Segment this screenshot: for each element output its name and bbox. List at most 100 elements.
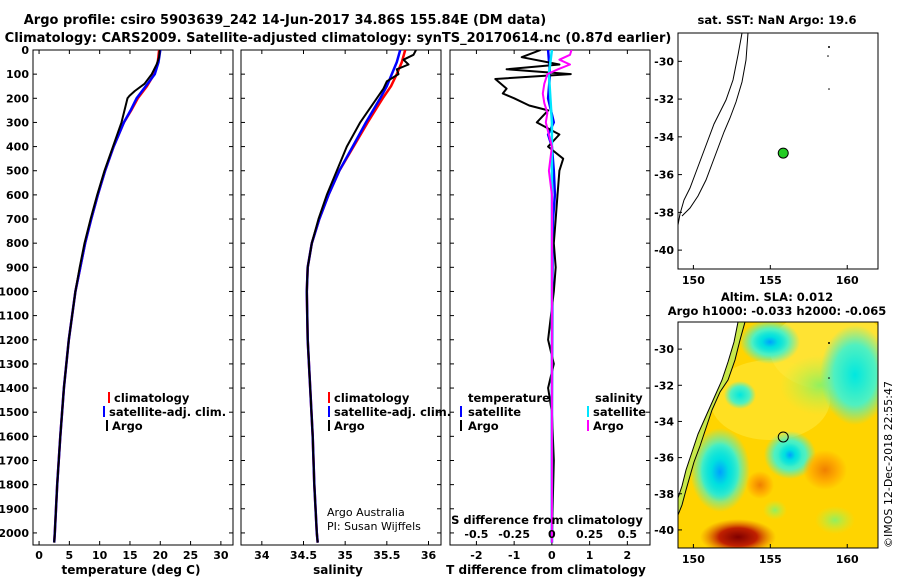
legend-temp-argo-label: Argo [468,419,499,433]
series-line-satellite-adj-clim- [52,50,162,543]
imos-stamp: ©IMOS 12-Dec-2018 22:55:47 [882,381,895,548]
depth-tick-label: 500 [6,165,29,178]
legend-temperature-title: temperature [468,391,550,405]
salinity-series [305,50,417,543]
x-tick-label: 1 [586,549,594,562]
sst-map-axes: 150 155 160 -30 -32 -34 -36 -38 -40 [654,55,859,287]
difference-xlabel: T difference from climatology [446,563,646,577]
temperature-xlabel: temperature (deg C) [62,563,201,577]
map-y-tick-label: -40 [654,244,674,257]
legend-sal-argo-swatch [587,420,589,431]
difference-x-axis: -2 -1 0 1 2 [470,50,631,562]
legend-salinity-title: salinity [595,391,643,405]
x-tick-label: 30 [213,549,229,562]
sla-map-frame [677,321,879,549]
map-y-tick-label: -40 [654,524,674,537]
salinity-panel-frame [240,49,442,546]
x-tick-label: 2 [624,549,632,562]
legend-sal-satellite-swatch [587,406,589,417]
sst-map-frame [677,32,879,270]
legend-temp-satellite-label: satellite [468,405,521,419]
depth-tick-label: 1900 [0,503,29,516]
legend-argo-swatch [106,420,108,431]
difference-legend: temperature satellite Argo salinity sate… [460,391,646,433]
x-tick-label: 0 [548,549,556,562]
figure-title-line1: Argo profile: csiro 5903639_242 14-Jun-2… [24,13,546,28]
temperature-legend: climatology satellite-adj. clim. Argo [103,391,226,433]
legend-temp-argo-swatch [460,420,462,431]
depth-tick-label: 1600 [0,430,29,443]
depth-tick-label: 400 [6,141,29,154]
legend-satellite-label: satellite-adj. clim. [334,405,451,419]
legend-sal-argo-label: Argo [593,419,624,433]
series-line-temperature-argo [494,50,572,543]
legend-climatology-swatch [108,392,110,403]
map-y-tick-label: -38 [654,488,674,501]
legend-climatology-swatch [328,392,330,403]
x-tick-label: -2 [470,549,482,562]
series-line-argo [305,50,417,543]
depth-tick-label: 1200 [0,334,29,347]
legend-argo-label: Argo [334,419,365,433]
depth-tick-label: 1800 [0,479,29,492]
depth-tick-label: 1700 [0,454,29,467]
map-x-tick-label: 155 [759,274,782,287]
depth-tick-label: 1000 [0,285,29,298]
map-y-tick-label: -36 [654,452,674,465]
map-y-tick-label: -30 [654,55,674,68]
legend-argo-label: Argo [112,419,143,433]
series-line-satellite-adj-clim- [305,50,402,543]
depth-tick-label: 2000 [0,527,29,540]
map-y-tick-label: -32 [654,93,674,106]
map-x-tick-label: 155 [759,553,782,566]
x-tick-label: 0 [35,549,43,562]
map-y-tick-label: -32 [654,379,674,392]
depth-tick-label: 1500 [0,406,29,419]
map-y-tick-label: -34 [654,415,674,428]
map-y-tick-label: -30 [654,343,674,356]
legend-climatology-label: climatology [114,391,190,405]
x-tick-label: 10 [92,549,108,562]
x-tick-label: 5 [66,549,74,562]
difference-series [494,50,573,543]
depth-tick-label: 200 [6,92,29,105]
s-tick-label: -0.5 [464,528,488,541]
salinity-legend: climatology satellite-adj. clim. Argo [328,391,451,433]
s-difference-label: S difference from climatology [451,513,643,527]
s-tick-label: 0.25 [576,528,603,541]
salinity-x-axis: 34 34.5 35 35.5 36 [254,50,436,562]
legend-sal-satellite-label: satellite [593,405,646,419]
x-tick-label: -1 [508,549,520,562]
temperature-series [52,50,162,543]
map-x-tick-label: 160 [836,274,859,287]
salinity-xlabel: salinity [313,563,363,577]
sla-map-title1: Altim. SLA: 0.012 [721,290,833,304]
map-x-tick-label: 150 [682,274,705,287]
map-x-tick-label: 150 [682,553,705,566]
credit-line2: PI: Susan Wijffels [327,520,421,533]
legend-satellite-swatch [103,406,105,417]
sst-map-title: sat. SST: NaN Argo: 19.6 [697,13,856,27]
x-tick-label: 35.5 [373,549,400,562]
figure-title-line2: Climatology: CARS2009. Satellite-adjuste… [5,31,672,46]
map-y-tick-label: -38 [654,206,674,219]
sla-map-axes: 150 155 160 -30 -32 -34 -36 -38 -40 [654,343,859,566]
depth-tick-label: 600 [6,189,29,202]
series-line-climatology [305,50,407,543]
s-tick-label: -0.25 [498,528,530,541]
map-y-tick-label: -34 [654,131,674,144]
sst-map-coast [678,33,830,226]
depth-tick-label: 800 [6,237,29,250]
legend-satellite-label: satellite-adj. clim. [109,405,226,419]
depth-tick-label: 700 [6,213,29,226]
legend-satellite-swatch [328,406,330,417]
legend-argo-swatch [328,420,330,431]
x-tick-label: 35 [338,549,353,562]
series-line-climatology [52,50,161,543]
s-tick-label: 0.5 [618,528,638,541]
x-tick-label: 20 [153,549,169,562]
depth-tick-label: 1100 [0,310,29,323]
argo-float-marker-sla [777,431,789,443]
map-y-tick-label: -36 [654,169,674,182]
